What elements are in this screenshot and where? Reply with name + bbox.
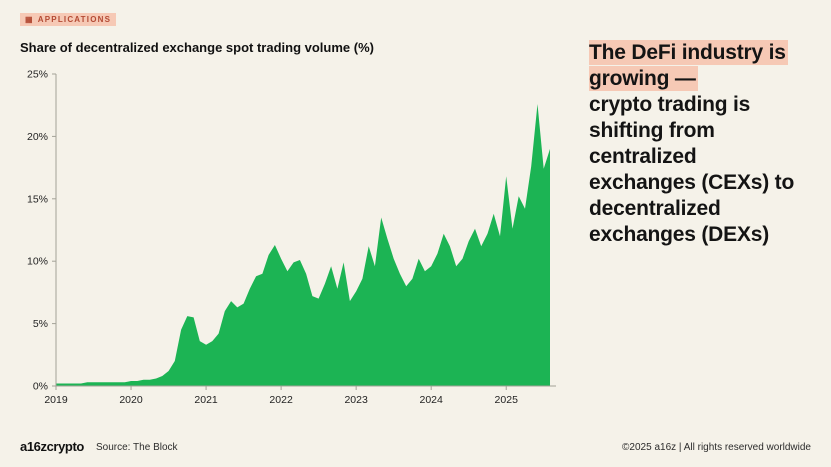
svg-text:2020: 2020 xyxy=(119,394,143,406)
applications-tag: ▦ Applications xyxy=(20,13,117,26)
svg-text:10%: 10% xyxy=(27,256,48,268)
svg-text:2021: 2021 xyxy=(194,394,218,406)
svg-text:5%: 5% xyxy=(33,318,48,330)
svg-text:15%: 15% xyxy=(27,193,48,205)
headline-highlight: The DeFi industry is growing — xyxy=(589,40,788,92)
svg-text:2023: 2023 xyxy=(344,394,368,406)
grid-icon: ▦ xyxy=(25,14,34,24)
copyright-text: ©2025 a16z | All rights reserved worldwi… xyxy=(622,442,811,453)
svg-text:2019: 2019 xyxy=(44,394,68,406)
a16z-crypto-logo: a16zcrypto xyxy=(20,439,84,454)
applications-tag-label: Applications xyxy=(37,15,112,24)
svg-text:2025: 2025 xyxy=(495,394,519,406)
svg-text:25%: 25% xyxy=(27,69,48,81)
svg-text:2022: 2022 xyxy=(269,394,293,406)
headline: The DeFi industry is growing — crypto tr… xyxy=(589,40,801,248)
svg-text:0%: 0% xyxy=(33,381,48,393)
dex-share-area-chart: 0% 5% 10% 15% 20% 25% 2019 2020 2021 2022 2023 2024… xyxy=(14,60,566,416)
source-credit: Source: The Block xyxy=(96,442,178,453)
svg-text:2024: 2024 xyxy=(420,394,444,406)
headline-rest: crypto trading is shifting from centrali… xyxy=(589,93,795,247)
svg-text:20%: 20% xyxy=(27,131,48,143)
chart-title: Share of decentralized exchange spot tra… xyxy=(20,40,374,55)
